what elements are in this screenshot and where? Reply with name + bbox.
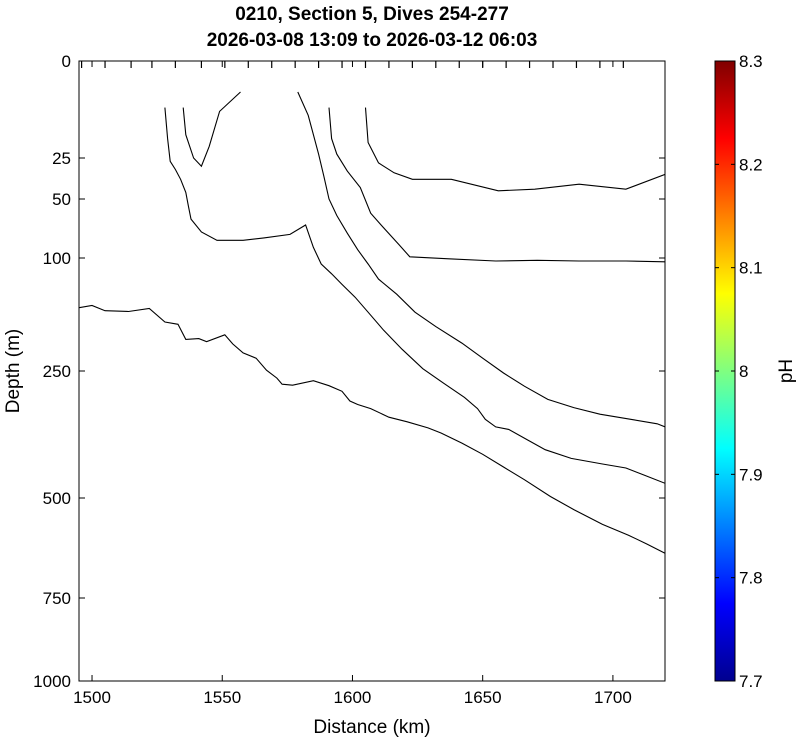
x-axis-label: Distance (km) xyxy=(313,717,430,738)
contour-line xyxy=(364,107,665,192)
colorbar-tick-label: 7.9 xyxy=(739,465,763,484)
y-tick-label: 1000 xyxy=(33,672,71,691)
y-tick-label: 0 xyxy=(62,52,71,71)
contour-lines xyxy=(79,91,665,554)
colorbar-ticks: 8.3 8.2 8.1 8 7.9 7.8 7.7 xyxy=(715,52,763,691)
colorbar-tick-label: 8.1 xyxy=(739,259,763,278)
dive-markers xyxy=(81,61,624,68)
plot-area: 1500 1550 1600 1650 1700 0 25 50 100 250 500 750 10… xyxy=(33,52,666,707)
contour-line xyxy=(297,91,665,428)
y-tick-label: 25 xyxy=(52,149,71,168)
colorbar-tick-label: 7.7 xyxy=(739,672,763,691)
x-tick-label: 1550 xyxy=(203,688,241,707)
contour-line xyxy=(164,107,665,484)
contour-line xyxy=(328,107,665,263)
colorbar-tick-label: 8.3 xyxy=(739,52,763,71)
y-axis-label: Depth (m) xyxy=(3,329,24,413)
colorbar-label: pH xyxy=(776,359,797,383)
chart-subtitle: 2026-03-08 13:09 to 2026-03-12 06:03 xyxy=(207,30,538,51)
y-axis-ticks: 0 25 50 100 250 500 750 1000 xyxy=(33,52,665,691)
y-tick-label: 100 xyxy=(43,249,71,268)
contour-line xyxy=(182,91,241,168)
x-tick-label: 1650 xyxy=(464,688,502,707)
y-tick-label: 500 xyxy=(43,489,71,508)
y-tick-label: 250 xyxy=(43,362,71,381)
y-tick-label: 750 xyxy=(43,589,71,608)
plot-frame xyxy=(78,60,666,682)
x-tick-label: 1500 xyxy=(73,688,111,707)
colorbar-tick-label: 8.2 xyxy=(739,155,763,174)
x-tick-label: 1600 xyxy=(334,688,372,707)
y-tick-label: 50 xyxy=(52,190,71,209)
x-tick-label: 1700 xyxy=(594,688,632,707)
chart-title: 0210, Section 5, Dives 254-277 xyxy=(235,4,509,25)
contour-line xyxy=(79,304,665,554)
colorbar-tick-label: 8 xyxy=(739,362,748,381)
colorbar: 8.3 8.2 8.1 8 7.9 7.8 7.7 pH xyxy=(714,52,797,691)
colorbar-tick-label: 7.8 xyxy=(739,569,763,588)
